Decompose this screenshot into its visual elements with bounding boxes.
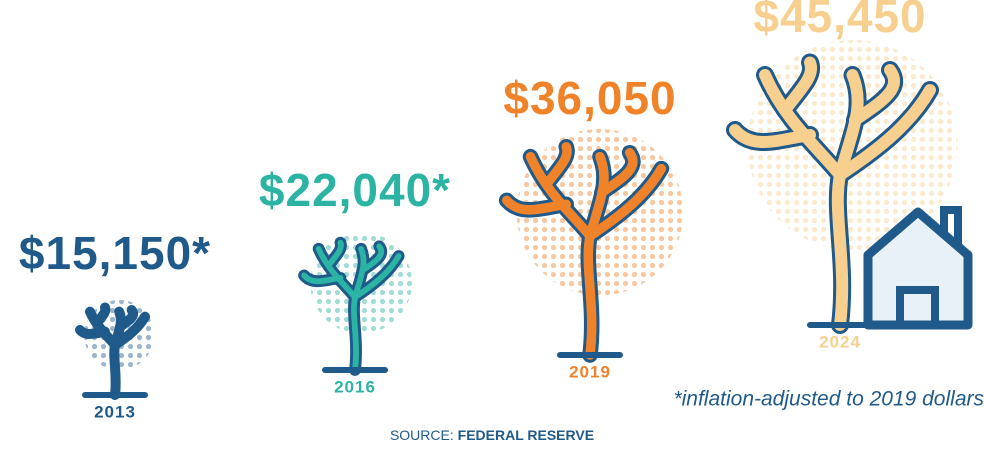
- year-label: 2024: [819, 332, 861, 351]
- tree-inner: [362, 246, 381, 270]
- tree-inner: [115, 317, 145, 345]
- tree-inner: [114, 345, 115, 395]
- tree-inner: [735, 130, 810, 142]
- tree-inner: [304, 275, 340, 281]
- tree-inner: [590, 169, 661, 236]
- tree-inner: [855, 70, 894, 120]
- tree: [507, 147, 662, 355]
- tree-inner: [354, 297, 356, 370]
- tree-inner: [838, 175, 842, 325]
- year-label: 2016: [334, 377, 376, 396]
- tree-inner: [546, 147, 567, 185]
- tree-inner: [328, 243, 341, 266]
- value-label: $15,150*: [19, 227, 211, 279]
- value-label: $36,050: [503, 72, 676, 124]
- value-label: $45,450: [753, 0, 926, 42]
- tree-inner: [602, 153, 633, 193]
- year-label: 2019: [569, 362, 611, 381]
- tree: [304, 243, 399, 370]
- year-label: 2013: [94, 402, 136, 421]
- source-label: SOURCE:: [390, 427, 454, 443]
- tree-inner: [120, 310, 133, 327]
- source: SOURCE: FEDERAL RESERVE: [390, 427, 594, 443]
- tree-inner: [785, 63, 811, 110]
- value-label: $22,040*: [259, 164, 451, 216]
- tree-inner: [840, 90, 930, 175]
- tree-inner: [588, 236, 591, 355]
- tree: [735, 63, 930, 326]
- tree: [80, 308, 145, 396]
- tree-inner: [97, 308, 106, 324]
- tree-inner: [507, 200, 566, 209]
- tree-inner: [80, 330, 105, 334]
- tree-inner: [355, 256, 399, 297]
- footnote: *inflation-adjusted to 2019 dollars: [673, 388, 984, 411]
- source-name: FEDERAL RESERVE: [458, 427, 594, 443]
- house-icon: [863, 206, 973, 330]
